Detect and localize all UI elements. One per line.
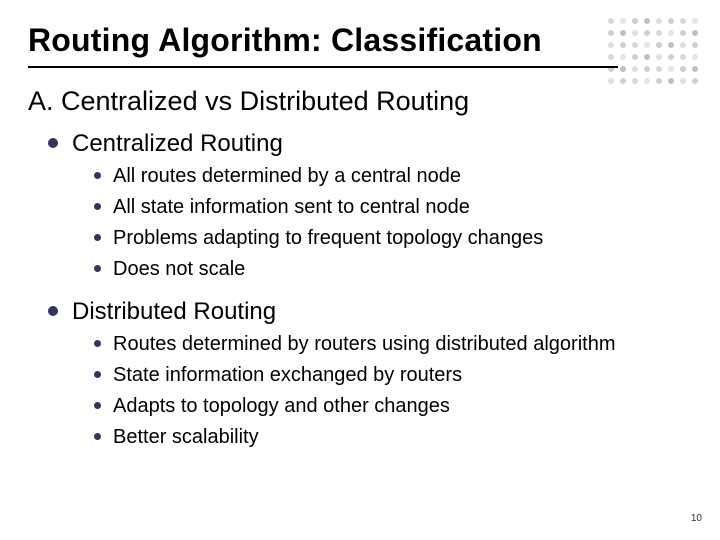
- content-area: Centralized Routing All routes determine…: [48, 130, 680, 466]
- bullet-icon: [94, 265, 101, 272]
- bullet-icon: [94, 371, 101, 378]
- list-item-text: Routes determined by routers using distr…: [113, 332, 615, 357]
- bullet-icon: [48, 138, 58, 148]
- list-item: Better scalability: [94, 425, 680, 450]
- slide-subtitle: A. Centralized vs Distributed Routing: [28, 86, 469, 117]
- section-items: All routes determined by a central node …: [94, 164, 680, 282]
- bullet-icon: [94, 234, 101, 241]
- slide-title: Routing Algorithm: Classification: [28, 22, 542, 59]
- bullet-icon: [94, 402, 101, 409]
- title-underline: [28, 66, 618, 68]
- section-items: Routes determined by routers using distr…: [94, 332, 680, 450]
- section-heading: Centralized Routing: [48, 130, 680, 158]
- bullet-icon: [48, 306, 58, 316]
- list-item: Problems adapting to frequent topology c…: [94, 226, 680, 251]
- list-item-text: Does not scale: [113, 257, 245, 282]
- bullet-icon: [94, 340, 101, 347]
- list-item-text: Problems adapting to frequent topology c…: [113, 226, 543, 251]
- section-heading: Distributed Routing: [48, 298, 680, 326]
- list-item: Does not scale: [94, 257, 680, 282]
- list-item: Adapts to topology and other changes: [94, 394, 680, 419]
- bullet-icon: [94, 203, 101, 210]
- bullet-icon: [94, 172, 101, 179]
- section-heading-text: Distributed Routing: [72, 298, 276, 326]
- slide: Routing Algorithm: Classification A. Cen…: [0, 0, 720, 540]
- list-item: State information exchanged by routers: [94, 363, 680, 388]
- page-number: 10: [691, 513, 702, 524]
- list-item-text: All state information sent to central no…: [113, 195, 470, 220]
- section-heading-text: Centralized Routing: [72, 130, 283, 158]
- list-item-text: Better scalability: [113, 425, 259, 450]
- bullet-icon: [94, 433, 101, 440]
- list-item-text: State information exchanged by routers: [113, 363, 462, 388]
- list-item: All state information sent to central no…: [94, 195, 680, 220]
- list-item: All routes determined by a central node: [94, 164, 680, 189]
- list-item: Routes determined by routers using distr…: [94, 332, 680, 357]
- list-item-text: All routes determined by a central node: [113, 164, 461, 189]
- corner-dot-grid-icon: [608, 18, 698, 90]
- list-item-text: Adapts to topology and other changes: [113, 394, 450, 419]
